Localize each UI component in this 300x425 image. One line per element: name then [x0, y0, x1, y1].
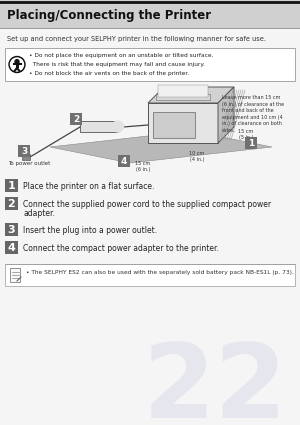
Text: 2: 2: [8, 199, 15, 209]
Text: • Do not place the equipment on an unstable or tilted surface.: • Do not place the equipment on an unsta…: [29, 53, 214, 58]
Text: 1: 1: [8, 181, 15, 191]
Bar: [158, 85, 208, 97]
Bar: [10, 268, 20, 282]
Text: 2: 2: [73, 114, 79, 124]
Circle shape: [11, 58, 23, 71]
Bar: [156, 94, 210, 100]
Text: 4: 4: [8, 243, 15, 253]
Text: Insert the plug into a power outlet.: Insert the plug into a power outlet.: [23, 226, 157, 235]
Bar: [5, 197, 18, 210]
Bar: [245, 137, 257, 149]
Polygon shape: [218, 87, 234, 143]
Text: Placing/Connecting the Printer: Placing/Connecting the Printer: [7, 8, 211, 22]
Text: Connect the supplied power cord to the supplied compact power: Connect the supplied power cord to the s…: [23, 200, 271, 209]
Bar: [148, 103, 218, 143]
Text: 4: 4: [121, 156, 127, 165]
Bar: [5, 241, 18, 254]
Bar: [0, 0, 300, 28]
Circle shape: [112, 121, 124, 132]
Bar: [118, 155, 130, 167]
Bar: [153, 112, 195, 138]
Text: Place the printer on a flat surface.: Place the printer on a flat surface.: [23, 182, 154, 191]
Text: adapter.: adapter.: [23, 209, 55, 218]
Bar: [18, 145, 30, 157]
Polygon shape: [50, 131, 272, 163]
Text: 10 cm
(4 in.): 10 cm (4 in.): [189, 151, 205, 162]
Text: There is risk that the equipment may fall and cause injury.: There is risk that the equipment may fal…: [29, 62, 205, 67]
Text: • The SELPHY ES2 can also be used with the separately sold battery pack NB-ES1L : • The SELPHY ES2 can also be used with t…: [26, 270, 294, 275]
Text: To power outlet: To power outlet: [8, 161, 50, 166]
Bar: [5, 223, 18, 236]
Text: 1: 1: [248, 139, 254, 147]
Text: 15 cm
(6 in.): 15 cm (6 in.): [135, 161, 151, 172]
Bar: [80, 121, 118, 132]
Bar: [70, 113, 82, 125]
Text: 15 cm
(5 in.): 15 cm (5 in.): [238, 129, 253, 140]
Circle shape: [9, 57, 25, 73]
Text: 3: 3: [8, 225, 15, 235]
Text: Leave more than 15 cm
(6 in.) of clearance at the
front and back of the
equipmen: Leave more than 15 cm (6 in.) of clearan…: [222, 95, 284, 133]
Text: 22: 22: [142, 340, 287, 425]
Text: 3: 3: [21, 147, 27, 156]
Polygon shape: [148, 87, 234, 103]
Bar: [16, 63, 19, 68]
Text: Set up and connect your SELPHY printer in the following manner for safe use.: Set up and connect your SELPHY printer i…: [7, 36, 266, 42]
Text: Connect the compact power adapter to the printer.: Connect the compact power adapter to the…: [23, 244, 219, 253]
Circle shape: [15, 60, 19, 64]
Bar: [5, 179, 18, 192]
Bar: [5, 48, 295, 81]
Bar: [5, 264, 295, 286]
Text: • Do not block the air vents on the back of the printer.: • Do not block the air vents on the back…: [29, 71, 189, 76]
Bar: [22, 154, 30, 160]
